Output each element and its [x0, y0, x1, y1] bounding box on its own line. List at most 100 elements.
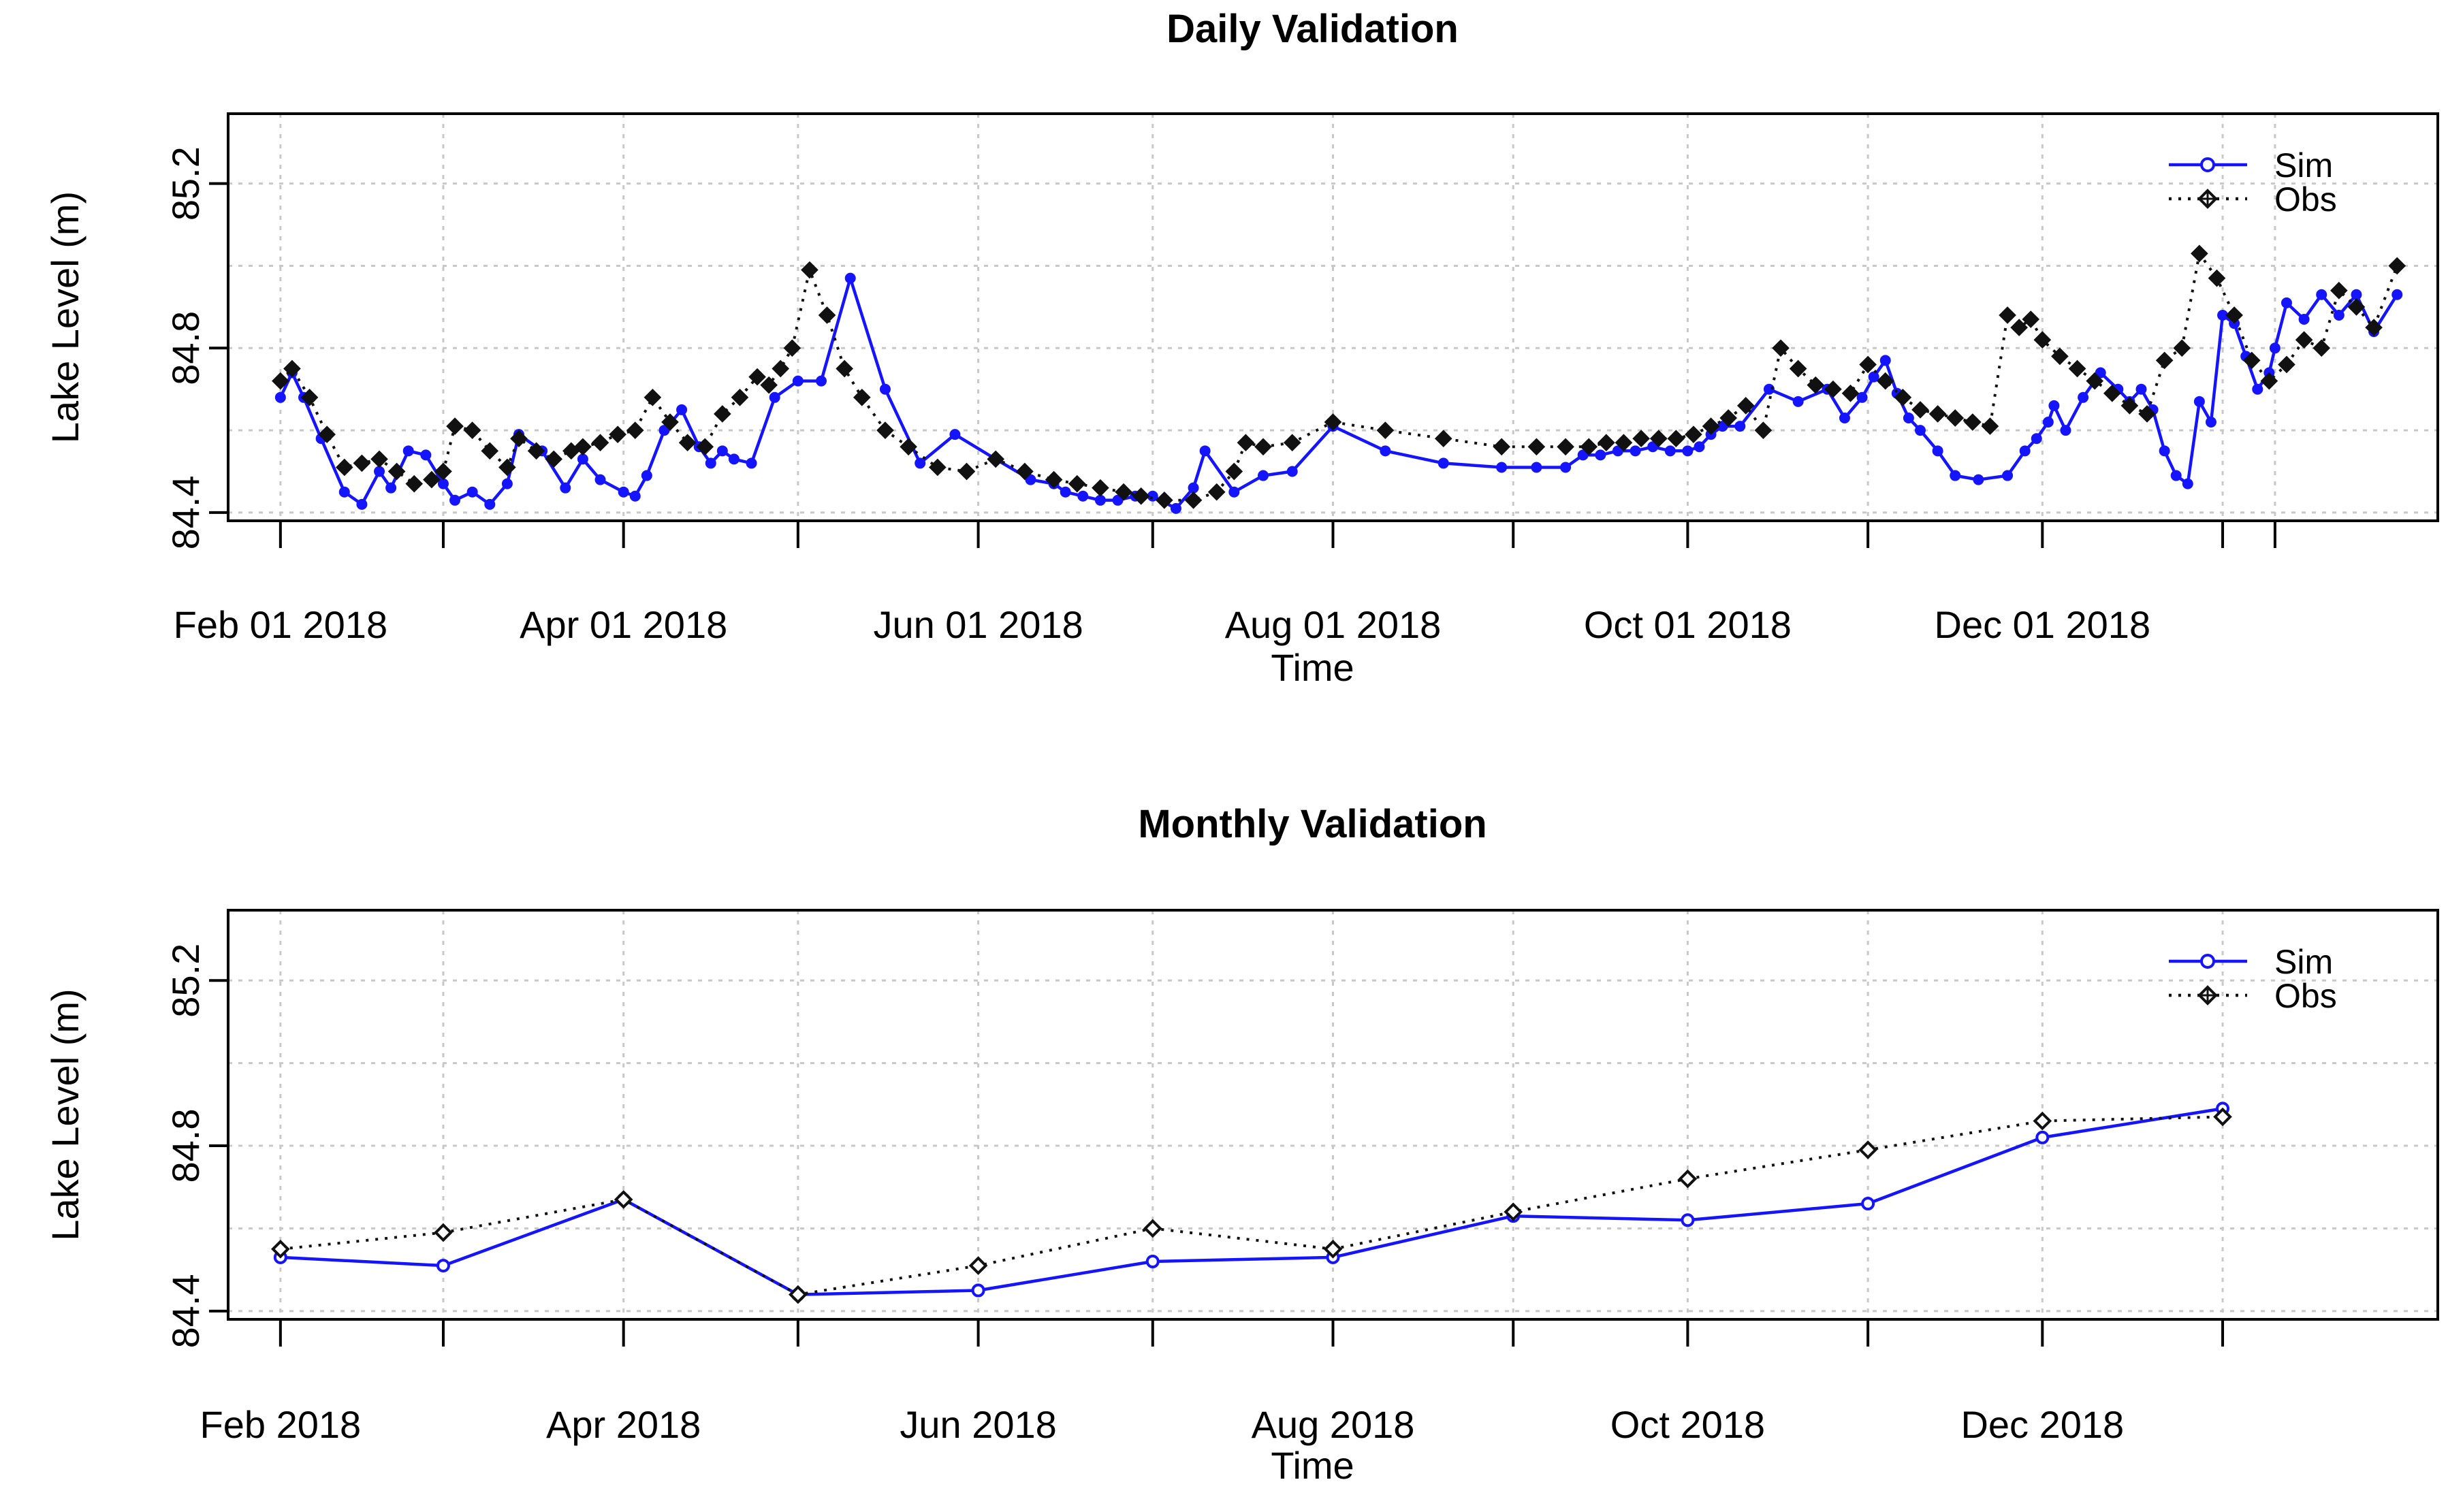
- sim-point: [1496, 462, 1508, 473]
- sim-point: [420, 449, 432, 461]
- sim-point: [658, 425, 670, 436]
- obs-point: [1598, 434, 1615, 452]
- sim-point: [1595, 449, 1606, 461]
- obs-point: [626, 421, 644, 439]
- obs-point: [1754, 421, 1773, 439]
- sim-point: [844, 272, 856, 284]
- obs-point: [2068, 359, 2086, 378]
- sim-point: [1258, 470, 1269, 481]
- chart-panel-2: Monthly Validation 84.4 84.8 85.2 Lake Level…: [44, 802, 2439, 1487]
- obs-point: [353, 454, 371, 472]
- x-tick-label: Oct 2018: [1610, 1403, 1765, 1446]
- series-sim: [273, 1101, 2230, 1302]
- x-tick-label: Apr 01 2018: [520, 603, 727, 646]
- sim-point: [2035, 1130, 2050, 1144]
- obs-point: [1859, 355, 1877, 374]
- obs-point: [1702, 417, 1720, 435]
- sim-point: [385, 482, 397, 494]
- sim-point: [716, 445, 728, 457]
- x-tick-label: Jun 2018: [900, 1403, 1056, 1446]
- obs-point: [2388, 257, 2406, 275]
- sim-point: [629, 490, 641, 502]
- sim-point: [1560, 462, 1572, 473]
- sim-point: [1664, 445, 1676, 457]
- obs-point: [2347, 298, 2366, 316]
- sim-point: [1025, 474, 1036, 485]
- obs-point: [2313, 339, 2331, 357]
- obs-point: [1789, 359, 1807, 378]
- y-axis-label: Lake Level (m): [44, 988, 86, 1240]
- sim-point: [816, 375, 827, 387]
- sim-point: [501, 478, 513, 489]
- obs-point: [272, 372, 289, 390]
- legend-label-obs: Obs: [2274, 180, 2337, 219]
- obs-point: [1323, 1239, 1343, 1259]
- obs-point: [1946, 409, 1965, 427]
- y-tick-label: 84.8: [164, 1109, 207, 1183]
- sim-point: [2281, 297, 2292, 308]
- obs-point: [1207, 483, 1226, 501]
- x-tick-label: Dec 2018: [1960, 1403, 2124, 1446]
- obs-point: [2138, 405, 2156, 423]
- sim-point: [949, 429, 961, 440]
- sim-point: [1228, 486, 1240, 498]
- sim-point: [1094, 494, 1106, 506]
- obs-point: [335, 458, 353, 477]
- obs-point: [423, 470, 441, 489]
- sim-point: [2095, 367, 2106, 379]
- obs-point: [1580, 438, 1598, 456]
- obs-point: [1632, 430, 1650, 448]
- sim-point: [1839, 412, 1850, 423]
- obs-point: [1841, 384, 1860, 402]
- obs-point: [1557, 438, 1574, 456]
- sim-point: [2182, 478, 2193, 489]
- legend-marker-sim: [2200, 954, 2215, 969]
- obs-point: [463, 421, 481, 439]
- sim-point: [1932, 445, 1943, 457]
- sim-point: [1060, 486, 1071, 498]
- obs-point: [1184, 491, 1203, 509]
- sim-point: [437, 478, 449, 489]
- chart-panel-1: Daily Validation 84.4 84.8 85.2 Lake Level (…: [44, 7, 2439, 689]
- obs-point: [2278, 355, 2295, 374]
- obs-point: [853, 388, 871, 406]
- obs-point: [574, 438, 592, 456]
- sim-point: [1681, 1213, 1695, 1227]
- x-axis-label: Time: [1271, 1444, 1354, 1487]
- obs-point: [405, 474, 424, 493]
- obs-point: [731, 388, 749, 406]
- obs-point: [876, 421, 894, 439]
- obs-point: [1685, 425, 1702, 443]
- sim-point: [2193, 396, 2205, 407]
- obs-point: [1324, 413, 1342, 431]
- sim-point: [2269, 342, 2281, 354]
- legend-label-sim: Sim: [2274, 943, 2333, 981]
- obs-point: [2173, 339, 2191, 357]
- sim-point: [1170, 502, 1181, 514]
- sim-point: [2351, 289, 2362, 300]
- sim-point: [2060, 425, 2071, 436]
- obs-point: [1143, 1219, 1162, 1238]
- sim-point: [338, 486, 350, 498]
- obs-point: [2120, 397, 2139, 415]
- obs-point: [696, 438, 714, 456]
- obs-point: [300, 388, 319, 406]
- obs-point: [760, 376, 778, 394]
- x-axis-label: Time: [1271, 646, 1354, 689]
- obs-point: [968, 1256, 988, 1275]
- obs-point: [434, 1223, 453, 1242]
- x-tick-label: Feb 2018: [200, 1403, 362, 1446]
- obs-point: [1434, 430, 1452, 448]
- obs-point: [783, 339, 801, 357]
- y-tick-label: 84.4: [164, 475, 207, 549]
- obs-point: [900, 438, 917, 456]
- y-tick-label: 84.4: [164, 1274, 207, 1348]
- sim-point: [2333, 309, 2345, 321]
- obs-point: [678, 434, 697, 452]
- sim-point: [1694, 441, 1705, 453]
- obs-point: [2330, 281, 2348, 300]
- sim-point: [2031, 433, 2042, 445]
- obs-point: [2191, 244, 2208, 263]
- y-tick-label: 85.2: [164, 944, 207, 1018]
